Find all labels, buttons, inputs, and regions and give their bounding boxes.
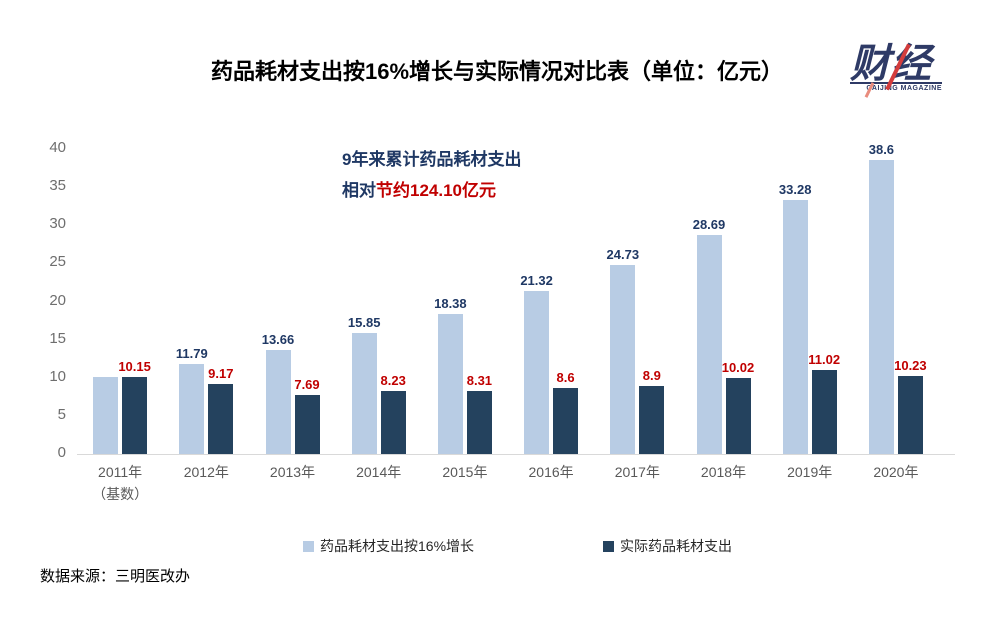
bar-actual <box>294 395 320 454</box>
annotation-line2-highlight: 节约124.10亿元 <box>376 181 496 200</box>
bar-value-label-actual: 10.23 <box>894 357 927 373</box>
bar-actual <box>725 377 751 454</box>
x-axis-label: 2020年 <box>873 464 919 480</box>
y-axis-tick-label: 0 <box>57 444 66 461</box>
y-axis-tick-label: 10 <box>49 367 66 385</box>
bar-growth16 <box>265 349 291 454</box>
bar-growth16 <box>782 200 808 454</box>
bar-growth16 <box>351 333 377 454</box>
bar-value-label-actual: 11.02 <box>808 351 841 367</box>
x-axis-label: 2019年 <box>787 464 833 480</box>
y-axis-tick-label: 20 <box>49 291 66 309</box>
annotation-line1: 9年来累计药品耗材支出 <box>342 150 522 169</box>
bar-actual <box>466 390 492 454</box>
bar-value-label-actual: 9.17 <box>208 366 234 382</box>
x-axis-label: 2013年 <box>269 464 316 480</box>
y-axis-tick-label: 15 <box>49 329 66 347</box>
x-axis-label: 2018年 <box>700 464 747 480</box>
x-axis-sublabel: （基数） <box>92 486 149 502</box>
bar-growth16 <box>524 291 550 454</box>
legend-swatch-growth16-icon <box>303 540 314 552</box>
bar-actual <box>122 376 148 454</box>
bar-value-label-actual: 8.23 <box>380 373 406 389</box>
caijing-logo: 财经 CAIJING MAGAZINE <box>850 42 950 100</box>
bar-value-label-growth16: 38.6 <box>868 141 895 157</box>
bar-value-label-growth16: 28.69 <box>692 217 726 233</box>
logo-subtext: CAIJING MAGAZINE <box>850 82 942 92</box>
annotation: 9年来累计药品耗材支出 相对节约124.10亿元 <box>342 144 521 206</box>
bar-growth16 <box>93 376 119 454</box>
annotation-line2-prefix: 相对 <box>342 181 376 200</box>
bar-actual <box>811 369 837 454</box>
source-note: 数据来源：三明医改办 <box>40 568 191 585</box>
bar-growth16 <box>179 364 205 454</box>
legend-item-actual: 实际药品耗材支出 <box>603 536 732 556</box>
x-axis-label: 2016年 <box>528 464 574 480</box>
y-axis-tick-label: 35 <box>49 177 66 195</box>
bar-actual <box>553 388 579 454</box>
bar-value-label-growth16: 18.38 <box>434 295 467 311</box>
legend-label-actual: 实际药品耗材支出 <box>620 538 732 554</box>
y-axis-tick-label: 25 <box>49 253 66 271</box>
bar-growth16 <box>610 265 636 454</box>
bar-value-label-actual: 8.31 <box>466 372 493 388</box>
bar-value-label-actual: 8.9 <box>642 368 661 384</box>
x-axis-line <box>77 454 955 455</box>
legend-swatch-actual-icon <box>603 540 614 552</box>
bar-actual <box>208 384 234 454</box>
legend-label-growth16: 药品耗材支出按16%增长 <box>320 538 475 554</box>
y-axis-tick-label: 5 <box>57 405 66 423</box>
bar-growth16 <box>868 159 894 454</box>
annotation-line2: 相对节约124.10亿元 <box>342 175 521 206</box>
legend: 药品耗材支出按16%增长 实际药品耗材支出 <box>0 536 994 554</box>
x-axis-label: 2011年 <box>98 464 143 480</box>
bar-value-label-growth16: 15.85 <box>347 315 381 331</box>
bar-value-label-growth16: 11.79 <box>175 346 208 362</box>
x-axis-label: 2012年 <box>183 464 229 480</box>
legend-item-growth16: 药品耗材支出按16%增长 <box>303 536 474 556</box>
page-title: 药品耗材支出按16%增长与实际情况对比表（单位：亿元） <box>210 59 784 84</box>
bar-actual <box>380 391 406 454</box>
bar-value-label-actual: 7.69 <box>294 377 320 393</box>
bar-growth16 <box>696 235 722 454</box>
bar-value-label-actual: 10.02 <box>721 359 755 375</box>
y-axis-tick-label: 30 <box>49 215 66 233</box>
bar-value-label-actual: 8.6 <box>556 370 575 386</box>
bar-growth16 <box>437 313 463 454</box>
bar-value-label-growth16: 24.73 <box>606 247 640 263</box>
y-axis-tick-label: 40 <box>49 139 66 156</box>
bar-actual <box>639 386 665 454</box>
x-axis-label: 2017年 <box>614 464 660 480</box>
x-axis-label: 2015年 <box>442 464 488 480</box>
bar-value-label-growth16: 13.66 <box>261 331 295 347</box>
bar-value-label-actual: 10.15 <box>118 358 151 374</box>
bar-value-label-growth16: 33.28 <box>778 182 812 198</box>
bar-actual <box>897 375 923 454</box>
bar-value-label-growth16: 21.32 <box>520 273 553 289</box>
x-axis-label: 2014年 <box>356 464 402 480</box>
